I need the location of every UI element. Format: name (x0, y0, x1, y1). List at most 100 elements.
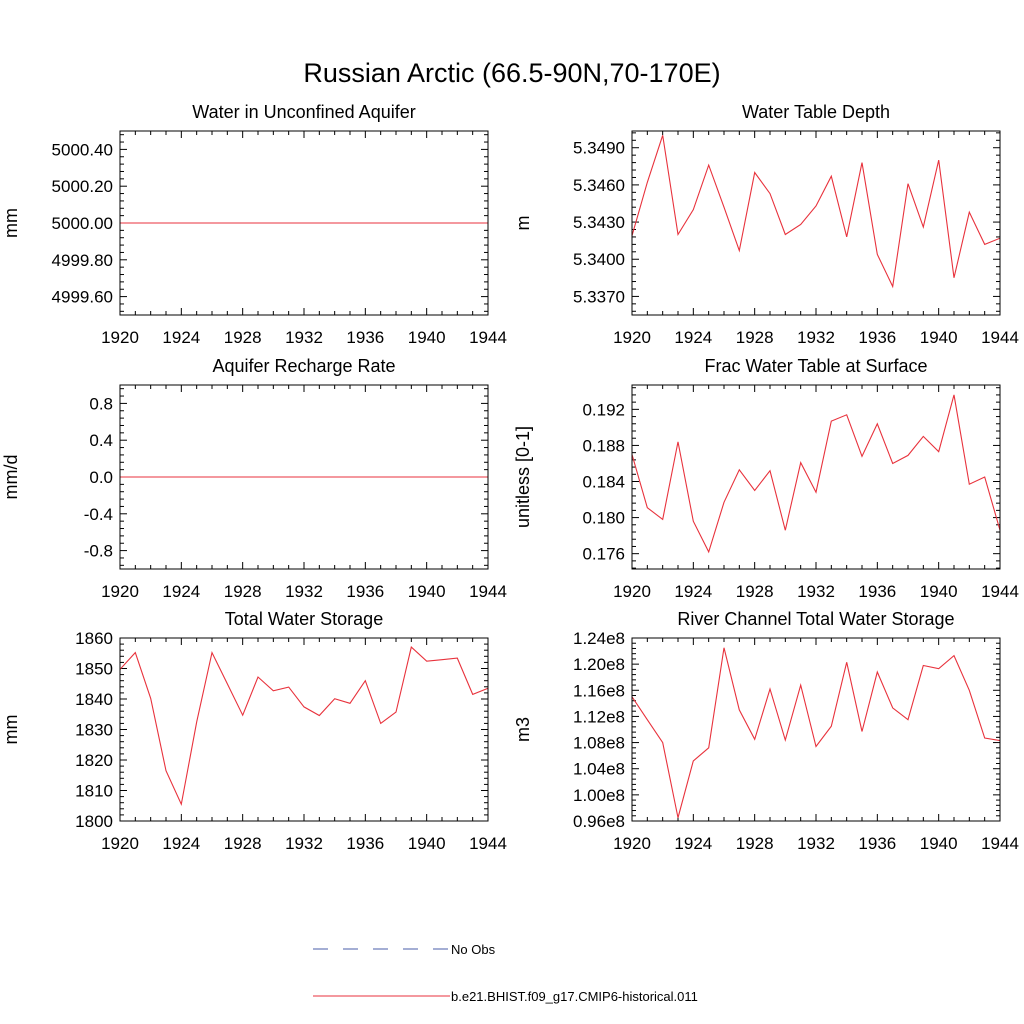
panel-3-ytick-label: -0.4 (84, 505, 113, 524)
panel-3-ytick-label: -0.8 (84, 542, 113, 561)
panel-5-ylabel: mm (1, 715, 21, 745)
panel-2-xtick-label: 1944 (981, 328, 1019, 347)
figure-title: Russian Arctic (66.5-90N,70-170E) (303, 58, 720, 88)
panel-1-xtick-label: 1924 (162, 328, 200, 347)
panel-3-ytick-label: 0.8 (89, 394, 113, 413)
legend: No Obs b.e21.BHIST.f09_g17.CMIP6-histori… (313, 942, 698, 1004)
panel-4-xtick-label: 1936 (858, 582, 896, 601)
panel-1-ytick-label: 5000.40 (52, 140, 113, 159)
panel-6-xtick-label: 1932 (797, 834, 835, 853)
panel-3-xtick-label: 1920 (101, 582, 139, 601)
panel-6-axes (631, 637, 1001, 822)
panel-4-ytick-label: 0.188 (582, 436, 625, 455)
panel-2-axes (631, 131, 1001, 315)
panel-6-xtick-label: 1940 (920, 834, 958, 853)
panel-2: Water Table Depth m 1920 1924 1928 1932 1936 19… (513, 102, 1019, 347)
panel-5-ytick-label: 1850 (75, 660, 113, 679)
panel-2-ytick-label: 5.3400 (573, 250, 625, 269)
panel-4-ytick-label: 0.176 (582, 545, 625, 564)
panel-5-xtick-label: 1924 (162, 834, 200, 853)
panel-2-xtick-label: 1936 (858, 328, 896, 347)
panel-2-frame (631, 130, 1001, 316)
panel-1-ytick-label: 5000.00 (52, 214, 113, 233)
panel-4-ytick-label: 0.184 (582, 473, 625, 492)
panel-4-xtick-label: 1924 (674, 582, 712, 601)
panel-5-xtick-label: 1936 (346, 834, 384, 853)
panel-1: Water in Unconfined Aquifer mm 1920 1924 192… (1, 102, 507, 347)
panel-2-title: Water Table Depth (742, 102, 890, 122)
panel-3-xtick-label: 1924 (162, 582, 200, 601)
panel-4-xtick-label: 1928 (736, 582, 774, 601)
panel-5-xtick-label: 1932 (285, 834, 323, 853)
panel-2-xtick-label: 1928 (736, 328, 774, 347)
panel-2-ytick-label: 5.3490 (573, 139, 625, 158)
panel-5-xtick-label: 1944 (469, 834, 507, 853)
panel-1-xtick-label: 1932 (285, 328, 323, 347)
panel-4-ylabel: unitless [0-1] (513, 426, 533, 528)
panel-1-ytick-label: 4999.60 (52, 288, 113, 307)
panel-4-xtick-label: 1944 (981, 582, 1019, 601)
panel-1-xtick-label: 1936 (346, 328, 384, 347)
panel-3-ylabel: mm/d (1, 455, 21, 500)
panel-3-xtick-label: 1936 (346, 582, 384, 601)
panel-4-ytick-label: 0.192 (582, 400, 625, 419)
panel-6-xtick-label: 1924 (674, 834, 712, 853)
panel-5: Total Water Storage mm 1920 1924 1928 1932 193… (1, 609, 507, 853)
panel-6-series-line (632, 647, 1000, 818)
panel-2-xtick-label: 1920 (613, 328, 651, 347)
panel-3-xtick-label: 1932 (285, 582, 323, 601)
panel-2-ytick-label: 5.3460 (573, 176, 625, 195)
panel-6-xtick-label: 1944 (981, 834, 1019, 853)
panel-1-frame (119, 130, 489, 316)
panel-6-ytick-label: 1.08e8 (573, 734, 625, 753)
panel-3-xtick-label: 1944 (469, 582, 507, 601)
panel-2-xtick-label: 1924 (674, 328, 712, 347)
panel-2-ytick-label: 5.3370 (573, 287, 625, 306)
panel-4: Frac Water Table at Surface unitless [0-1… (513, 356, 1019, 601)
panel-3-xtick-label: 1940 (408, 582, 446, 601)
panel-4-series-line (632, 394, 1000, 554)
panel-4-xtick-label: 1940 (920, 582, 958, 601)
panel-1-xtick-label: 1920 (101, 328, 139, 347)
panel-3: Aquifer Recharge Rate mm/d 1920 1924 1928 193… (1, 356, 507, 601)
panels: Water in Unconfined Aquifer mm 1920 1924 192… (1, 102, 1019, 853)
panel-2-series-line (632, 135, 1000, 289)
panel-6-xtick-label: 1928 (736, 834, 774, 853)
panel-5-series-line (120, 646, 488, 807)
panel-4-ytick-label: 0.180 (582, 509, 625, 528)
panel-2-xtick-label: 1932 (797, 328, 835, 347)
panel-2-xtick-label: 1940 (920, 328, 958, 347)
panel-5-xtick-label: 1940 (408, 834, 446, 853)
panel-1-ytick-label: 5000.20 (52, 177, 113, 196)
panel-6-ytick-label: 1.16e8 (573, 681, 625, 700)
panel-3-title: Aquifer Recharge Rate (212, 356, 395, 376)
panel-6-ytick-label: 1.12e8 (573, 707, 625, 726)
panel-6-frame (631, 637, 1001, 822)
legend-model-label: b.e21.BHIST.f09_g17.CMIP6-historical.011 (451, 989, 698, 1004)
panel-4-xtick-label: 1932 (797, 582, 835, 601)
panel-5-ytick-label: 1860 (75, 629, 113, 648)
panel-6-ytick-label: 1.04e8 (573, 760, 625, 779)
panel-6-ylabel: m3 (513, 717, 533, 742)
panel-5-ytick-label: 1820 (75, 751, 113, 770)
panel-5-xtick-label: 1928 (224, 834, 262, 853)
panel-1-xtick-label: 1944 (469, 328, 507, 347)
legend-obs-label: No Obs (451, 942, 496, 957)
panel-5-ytick-label: 1840 (75, 690, 113, 709)
panel-3-xtick-label: 1928 (224, 582, 262, 601)
panel-1-title: Water in Unconfined Aquifer (192, 102, 415, 122)
panel-5-title: Total Water Storage (225, 609, 383, 629)
panel-4-title: Frac Water Table at Surface (704, 356, 927, 376)
panel-1-ytick-label: 4999.80 (52, 251, 113, 270)
panel-5-ytick-label: 1830 (75, 721, 113, 740)
panel-6-xtick-label: 1920 (613, 834, 651, 853)
panel-6-xtick-label: 1936 (858, 834, 896, 853)
panel-5-ytick-label: 1810 (75, 782, 113, 801)
panel-3-frame (119, 384, 489, 570)
panel-5-frame (119, 637, 489, 822)
panel-6-ytick-label: 1.20e8 (573, 655, 625, 674)
panel-6-ytick-label: 0.96e8 (573, 812, 625, 831)
panel-3-ytick-label: 0.0 (89, 468, 113, 487)
panel-1-ylabel: mm (1, 208, 21, 238)
